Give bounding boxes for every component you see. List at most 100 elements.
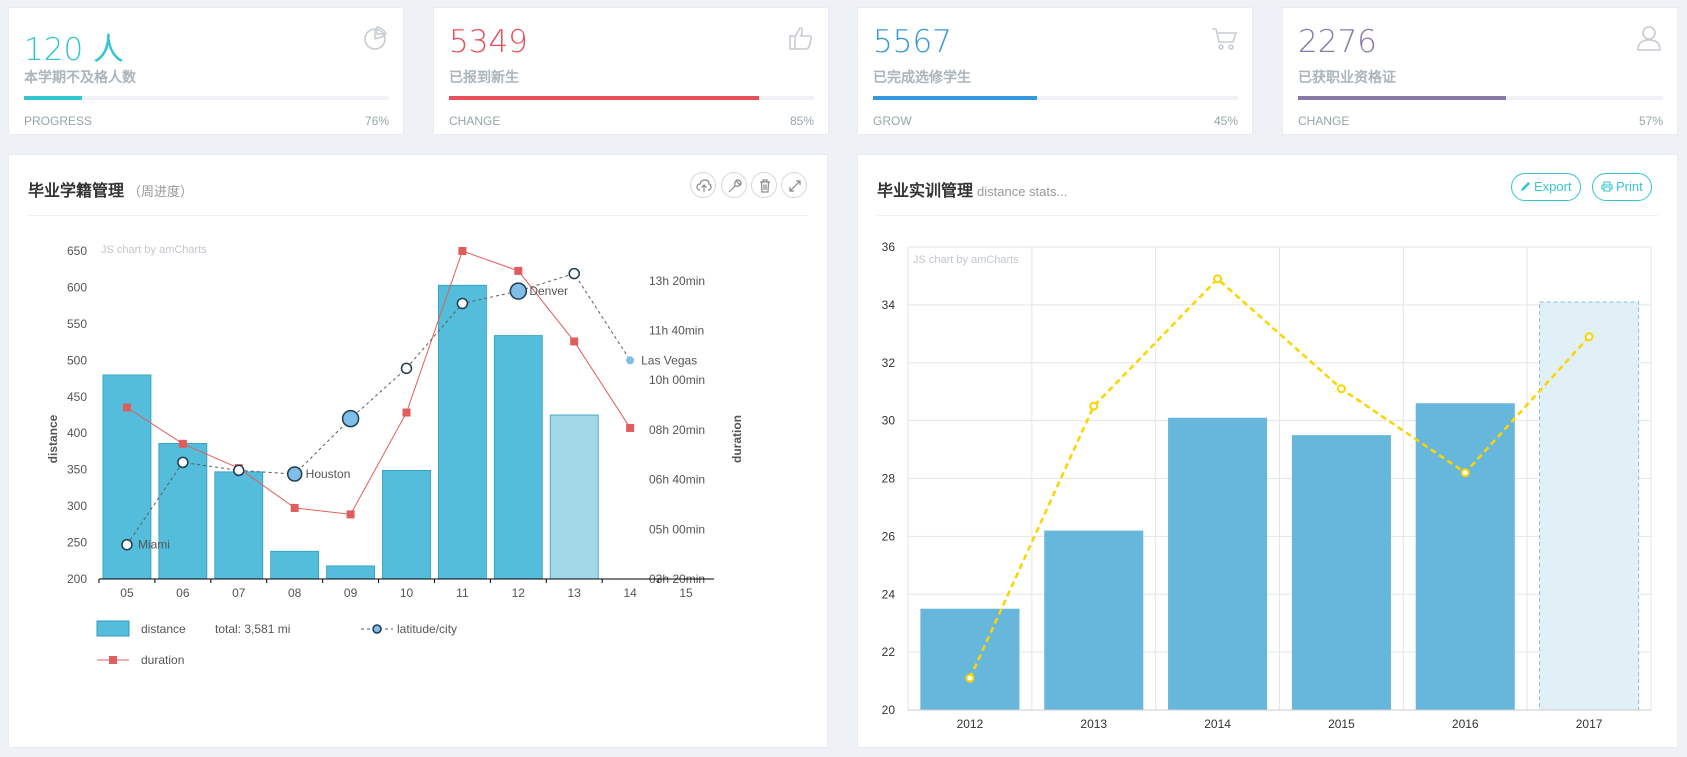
duration-point — [514, 266, 523, 275]
progress-fill — [873, 96, 1038, 100]
distance-bar — [214, 471, 264, 580]
x-tick-label: 2016 — [1452, 717, 1479, 731]
bar — [1168, 417, 1268, 710]
y2-tick-label: 13h 20min — [649, 274, 705, 288]
bar — [1539, 301, 1640, 711]
y-tick-label: 450 — [67, 390, 87, 404]
stat-card-fail: 120 人 本学期不及格人数 PROGRESS 76% — [8, 7, 404, 135]
stat-desc: 已报到新生 — [449, 69, 519, 85]
y-tick-label: 400 — [67, 426, 87, 440]
stat-percent: 85% — [789, 114, 814, 128]
progress-track — [873, 96, 1238, 100]
city-label: Houston — [306, 467, 351, 481]
stat-percent: 45% — [1213, 114, 1238, 128]
stat-value: 5349 — [449, 24, 528, 60]
city-bubble — [121, 538, 133, 551]
panel-subtitle: （周进度） — [128, 184, 194, 199]
progress-track — [24, 96, 389, 100]
y-tick-label: 28 — [882, 472, 896, 486]
stat-value: 120 人 — [24, 32, 125, 68]
stat-percent: 76% — [364, 114, 389, 128]
y2-tick-label: 05h 00min — [649, 522, 705, 536]
y-tick-label: 34 — [882, 298, 896, 312]
y2-axis-title: duration — [730, 415, 744, 463]
distance-duration-chart: JS chart by amCharts 200 250 300 350 400 450 50… — [46, 244, 744, 667]
legend-city-marker — [372, 624, 382, 634]
y-axis-title: distance — [46, 414, 60, 463]
duration-point — [346, 510, 355, 519]
duration-point — [122, 403, 131, 412]
distance-bar — [270, 550, 320, 580]
print-button[interactable]: Print — [1592, 173, 1652, 201]
thumbs-up-icon — [786, 24, 814, 57]
duration-point — [458, 247, 467, 255]
progress-track — [1298, 96, 1663, 100]
legend-duration-marker — [109, 656, 117, 664]
y-tick-label: 24 — [882, 587, 896, 601]
panel-divider — [877, 215, 1658, 216]
legend-total-label: total: 3,581 mi — [215, 622, 290, 636]
cloud-upload-icon — [696, 179, 712, 192]
duration-line — [126, 250, 631, 515]
y-tick-label: 32 — [882, 356, 896, 370]
x-tick-label: 2012 — [957, 717, 984, 731]
panel-divider — [28, 215, 808, 216]
distance-bar — [438, 284, 487, 580]
x-tick-label: 07 — [232, 586, 246, 600]
trash-icon — [760, 179, 770, 193]
y2-tick-label: 11h 40min — [649, 324, 704, 338]
pencil-icon — [1520, 181, 1531, 192]
stat-desc: 已获职业资格证 — [1298, 69, 1396, 85]
user-icon — [1635, 24, 1663, 57]
panel-title-text: 毕业实训管理 — [877, 183, 974, 200]
stat-value: 5567 — [873, 24, 952, 60]
y-tick-label: 250 — [67, 536, 87, 550]
fullscreen-button[interactable] — [781, 172, 807, 198]
legend-distance-label: distance — [141, 622, 186, 636]
stat-desc: 已完成选修学生 — [873, 69, 971, 85]
stat-label: GROW — [873, 114, 912, 128]
wrench-icon — [728, 179, 742, 193]
training-stats-chart: 20 22 24 26 28 30 32 34 36 JS chart by amCharts 20… — [882, 240, 1652, 731]
trend-point — [1584, 332, 1594, 342]
city-label: Denver — [529, 284, 568, 298]
y-tick-label: 22 — [882, 645, 896, 659]
city-bubble — [341, 409, 360, 428]
x-tick-label: 2014 — [1204, 717, 1231, 731]
stat-card-certificate: 2276 已获职业资格证 CHANGE 57% — [1282, 7, 1678, 135]
trend-point — [1213, 274, 1223, 284]
duration-point — [570, 337, 579, 346]
bar — [1044, 530, 1144, 710]
x-tick-label: 05 — [120, 586, 134, 600]
progress-fill — [449, 96, 760, 100]
graduation-status-panel: 毕业学籍管理 （周进度） JS chart by amCharts 200 250 30… — [8, 154, 828, 748]
delete-button[interactable] — [751, 172, 777, 198]
x-tick-label: 14 — [623, 586, 637, 600]
city-bubble — [568, 267, 580, 280]
trend-point — [965, 673, 975, 683]
panel-subtitle: distance stats... — [977, 184, 1068, 199]
chart-credit: JS chart by amCharts — [101, 244, 207, 256]
export-button[interactable]: Export — [1511, 173, 1581, 201]
printer-icon — [1601, 181, 1613, 192]
stat-value: 2276 — [1298, 24, 1377, 60]
print-label: Print — [1616, 179, 1643, 194]
stat-label: PROGRESS — [24, 114, 93, 128]
city-bubble — [286, 466, 303, 482]
city-label: Miami — [138, 538, 170, 552]
cloud-upload-button[interactable] — [690, 172, 716, 198]
y2-tick-label: 06h 40min — [649, 473, 705, 487]
x-tick-label: 08 — [288, 586, 302, 600]
x-tick-label: 10 — [400, 586, 414, 600]
x-tick-label: 15 — [679, 586, 693, 600]
training-management-panel: 毕业实训管理 distance stats... Export Print 20 2… — [857, 154, 1678, 748]
x-tick-label: 2015 — [1328, 717, 1355, 731]
x-tick-label: 09 — [344, 586, 358, 600]
x-tick-label: 2017 — [1576, 717, 1603, 731]
y-tick-label: 350 — [67, 463, 87, 477]
stat-card-elective: 5567 已完成选修学生 GROW 45% — [857, 7, 1253, 135]
settings-button[interactable] — [721, 172, 747, 198]
stat-desc: 本学期不及格人数 — [24, 69, 136, 85]
city-line — [126, 273, 631, 546]
city-bubble — [456, 297, 469, 310]
